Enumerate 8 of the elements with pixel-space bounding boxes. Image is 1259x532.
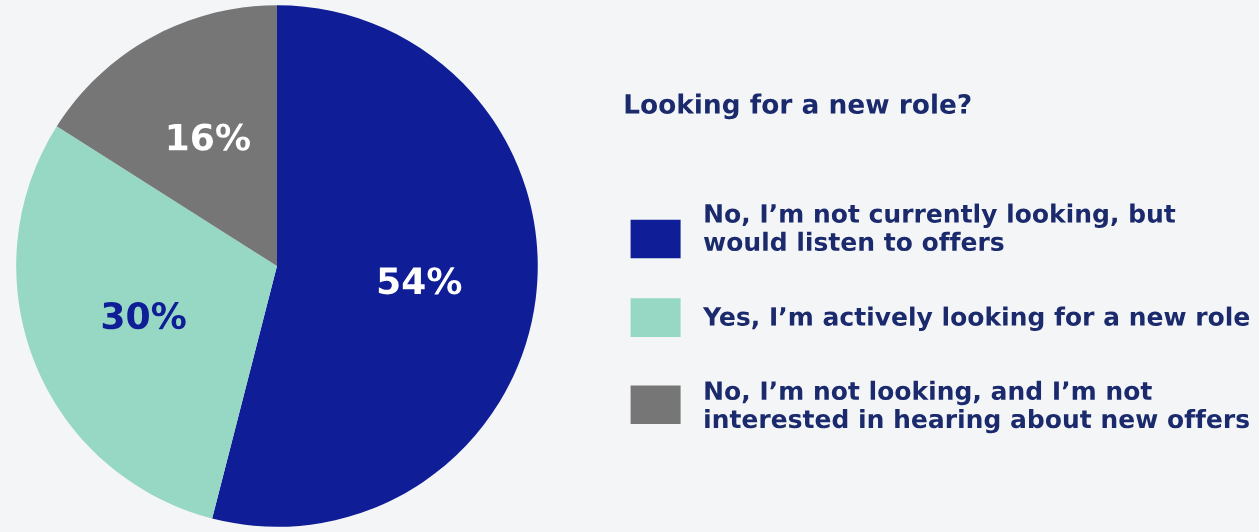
data-label: 30% [102, 301, 186, 330]
legend-label: Yes, I’m actively looking for a new role [702, 306, 1250, 331]
legend-label: No, I’m not looking, and I’m not interested in hearing about new offers [705, 380, 1249, 434]
data-label: 54% [378, 267, 462, 295]
data-label: 16% [168, 123, 250, 151]
pie-slice [56, 5, 277, 266]
legend-label: No, I’m not currently looking, but would listen to offers [703, 203, 1176, 252]
legend-title: Looking for a new role? [625, 93, 971, 120]
